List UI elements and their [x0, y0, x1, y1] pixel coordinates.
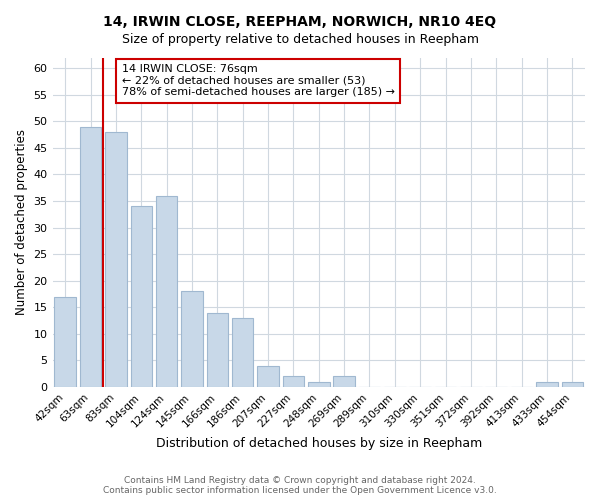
Bar — [283, 376, 304, 387]
Bar — [80, 126, 101, 387]
Bar — [308, 382, 329, 387]
Bar — [181, 292, 203, 387]
Text: 14 IRWIN CLOSE: 76sqm
← 22% of detached houses are smaller (53)
78% of semi-deta: 14 IRWIN CLOSE: 76sqm ← 22% of detached … — [122, 64, 395, 98]
Bar — [562, 382, 583, 387]
Bar — [257, 366, 279, 387]
Bar — [206, 312, 228, 387]
Bar — [156, 196, 178, 387]
Text: Contains HM Land Registry data © Crown copyright and database right 2024.
Contai: Contains HM Land Registry data © Crown c… — [103, 476, 497, 495]
Bar — [105, 132, 127, 387]
Text: Size of property relative to detached houses in Reepham: Size of property relative to detached ho… — [121, 32, 479, 46]
Bar — [232, 318, 253, 387]
Bar — [131, 206, 152, 387]
Bar — [55, 296, 76, 387]
X-axis label: Distribution of detached houses by size in Reepham: Distribution of detached houses by size … — [155, 437, 482, 450]
Bar — [536, 382, 558, 387]
Y-axis label: Number of detached properties: Number of detached properties — [15, 129, 28, 315]
Bar — [334, 376, 355, 387]
Text: 14, IRWIN CLOSE, REEPHAM, NORWICH, NR10 4EQ: 14, IRWIN CLOSE, REEPHAM, NORWICH, NR10 … — [103, 15, 497, 29]
